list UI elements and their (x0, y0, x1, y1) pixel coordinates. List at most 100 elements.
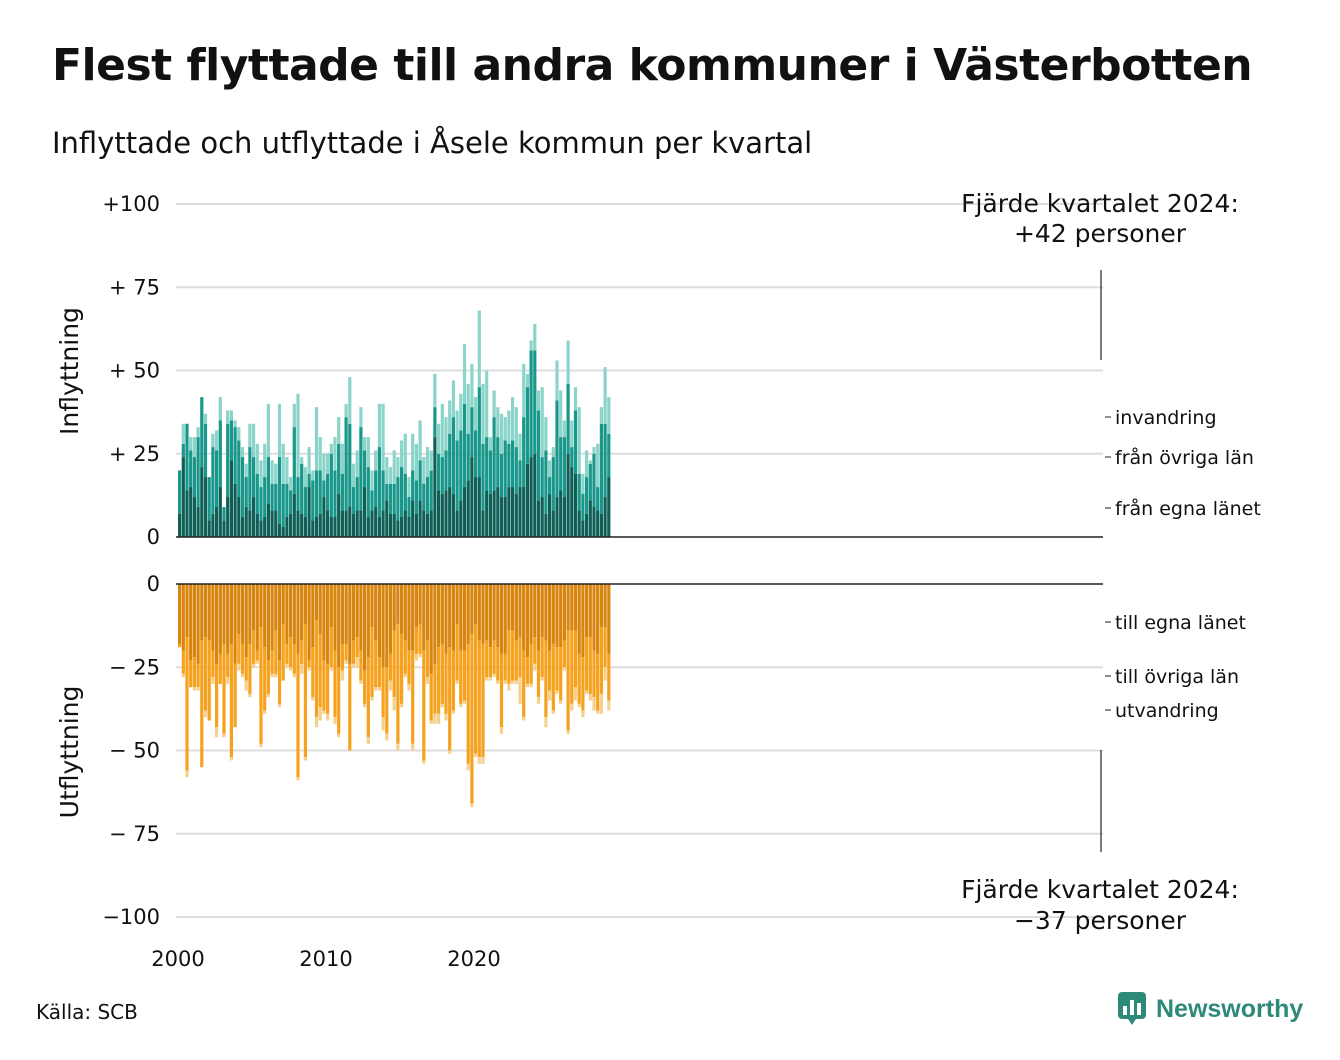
bar-0-1-102 (555, 400, 559, 498)
bar-0-0-94 (525, 463, 529, 537)
bar-1-1-75 (455, 623, 459, 681)
bar-1-2-102 (555, 690, 559, 694)
bar-0-0-64 (414, 513, 418, 537)
bar-1-0-93 (522, 584, 526, 651)
bar-0-2-45 (344, 403, 348, 418)
bar-1-2-95 (529, 683, 533, 688)
bar-0-0-115 (603, 497, 607, 537)
bar-0-0-52 (370, 510, 374, 537)
bar-1-2-18 (244, 680, 248, 691)
bar-0-1-20 (252, 457, 256, 498)
bar-0-1-114 (599, 423, 603, 514)
bar-0-2-66 (422, 457, 426, 484)
bar-1-0-105 (566, 584, 570, 631)
bar-1-1-115 (603, 627, 607, 668)
bar-1-1-46 (348, 663, 352, 751)
bar-0-2-52 (370, 470, 374, 491)
bar-0-2-113 (596, 443, 600, 488)
bar-0-1-33 (300, 463, 304, 514)
bar-0-2-38 (318, 437, 322, 471)
bar-1-0-44 (340, 584, 344, 644)
bar-0-0-43 (337, 493, 341, 537)
bar-0-0-32 (296, 510, 300, 537)
bar-1-2-63 (411, 743, 415, 751)
bar-0-2-22 (259, 460, 263, 488)
bar-0-1-88 (503, 440, 507, 498)
bar-0-2-51 (366, 437, 370, 468)
bar-1-2-61 (403, 673, 407, 678)
bar-1-2-75 (455, 680, 459, 684)
annotation-out-line1: Fjärde kvartalet 2024: (961, 875, 1239, 904)
bar-1-0-46 (348, 584, 352, 664)
y-tick-label: − 75 (109, 822, 160, 846)
bar-0-1-110 (585, 477, 589, 514)
bar-1-1-84 (488, 647, 492, 678)
bar-0-1-57 (388, 483, 393, 514)
bar-0-0-23 (263, 517, 267, 537)
bar-0-1-7 (203, 423, 208, 478)
source-note: Källa: SCB (36, 1000, 138, 1024)
bar-1-0-21 (255, 584, 259, 651)
bar-1-1-21 (255, 650, 259, 661)
bar-1-2-57 (388, 680, 393, 691)
bar-0-2-88 (503, 417, 507, 441)
bar-0-1-13 (226, 423, 230, 498)
bar-0-2-30 (289, 477, 293, 491)
bar-0-1-17 (240, 457, 245, 518)
bar-1-0-34 (303, 584, 307, 624)
y-tick-label: − 25 (109, 655, 160, 679)
bar-0-2-3 (189, 437, 193, 451)
bar-0-0-80 (474, 477, 478, 537)
bar-1-2-58 (392, 697, 396, 711)
bar-1-0-99 (544, 584, 548, 641)
bar-0-2-64 (414, 443, 418, 481)
bar-0-0-90 (511, 487, 515, 537)
bar-1-2-98 (540, 677, 544, 681)
y-tick-label: + 75 (109, 275, 160, 299)
bar-1-0-101 (551, 584, 555, 644)
bar-1-1-8 (207, 640, 211, 721)
bar-1-2-103 (559, 700, 563, 704)
bar-1-0-43 (337, 584, 341, 668)
bar-1-2-20 (252, 663, 256, 668)
bar-0-2-86 (496, 407, 500, 438)
bar-1-0-61 (403, 584, 407, 641)
bar-0-0-116 (607, 477, 611, 537)
bar-1-1-95 (529, 643, 533, 684)
bar-1-2-90 (511, 680, 515, 684)
bar-1-0-58 (392, 584, 396, 631)
bar-0-2-110 (585, 450, 589, 478)
bar-0-2-50 (363, 437, 367, 451)
bar-0-2-31 (292, 403, 296, 428)
bar-1-1-52 (370, 627, 374, 698)
bar-0-1-94 (525, 387, 529, 464)
series-label-till-egna-lanet: till egna länet (1115, 612, 1246, 634)
bar-1-1-60 (400, 633, 404, 704)
brand-logo[interactable]: Newsworthy (1118, 992, 1303, 1026)
bar-1-2-108 (577, 703, 581, 708)
bar-0-0-100 (548, 493, 552, 537)
bar-1-1-62 (407, 650, 411, 684)
bar-0-1-104 (562, 437, 566, 498)
bar-1-1-7 (203, 637, 208, 711)
bar-1-0-78 (466, 584, 470, 644)
bar-0-2-103 (559, 390, 563, 438)
bar-1-1-103 (559, 647, 563, 701)
bar-0-0-62 (407, 517, 411, 537)
bar-0-1-16 (237, 440, 241, 498)
bar-1-2-55 (381, 717, 385, 731)
bar-0-0-46 (348, 507, 352, 537)
bar-0-2-84 (488, 437, 492, 451)
bar-1-2-30 (289, 667, 293, 671)
bar-0-2-82 (481, 383, 485, 444)
bar-0-2-112 (592, 447, 596, 454)
bar-0-0-71 (440, 493, 444, 537)
bar-0-2-37 (314, 407, 319, 471)
bar-0-2-48 (355, 450, 359, 478)
bar-1-1-56 (385, 667, 389, 734)
bar-0-0-24 (266, 503, 270, 537)
bar-0-1-100 (548, 477, 552, 494)
bar-0-2-18 (244, 463, 248, 478)
bar-1-2-96 (533, 663, 537, 671)
bar-0-1-65 (418, 460, 422, 501)
